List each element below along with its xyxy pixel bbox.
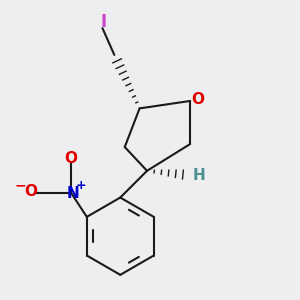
Text: O: O (191, 92, 204, 107)
Text: −: − (14, 179, 26, 193)
Text: +: + (75, 179, 86, 192)
Text: N: N (66, 186, 79, 201)
Text: O: O (65, 151, 78, 166)
Text: H: H (193, 168, 206, 183)
Text: O: O (25, 184, 38, 199)
Text: I: I (101, 13, 107, 31)
